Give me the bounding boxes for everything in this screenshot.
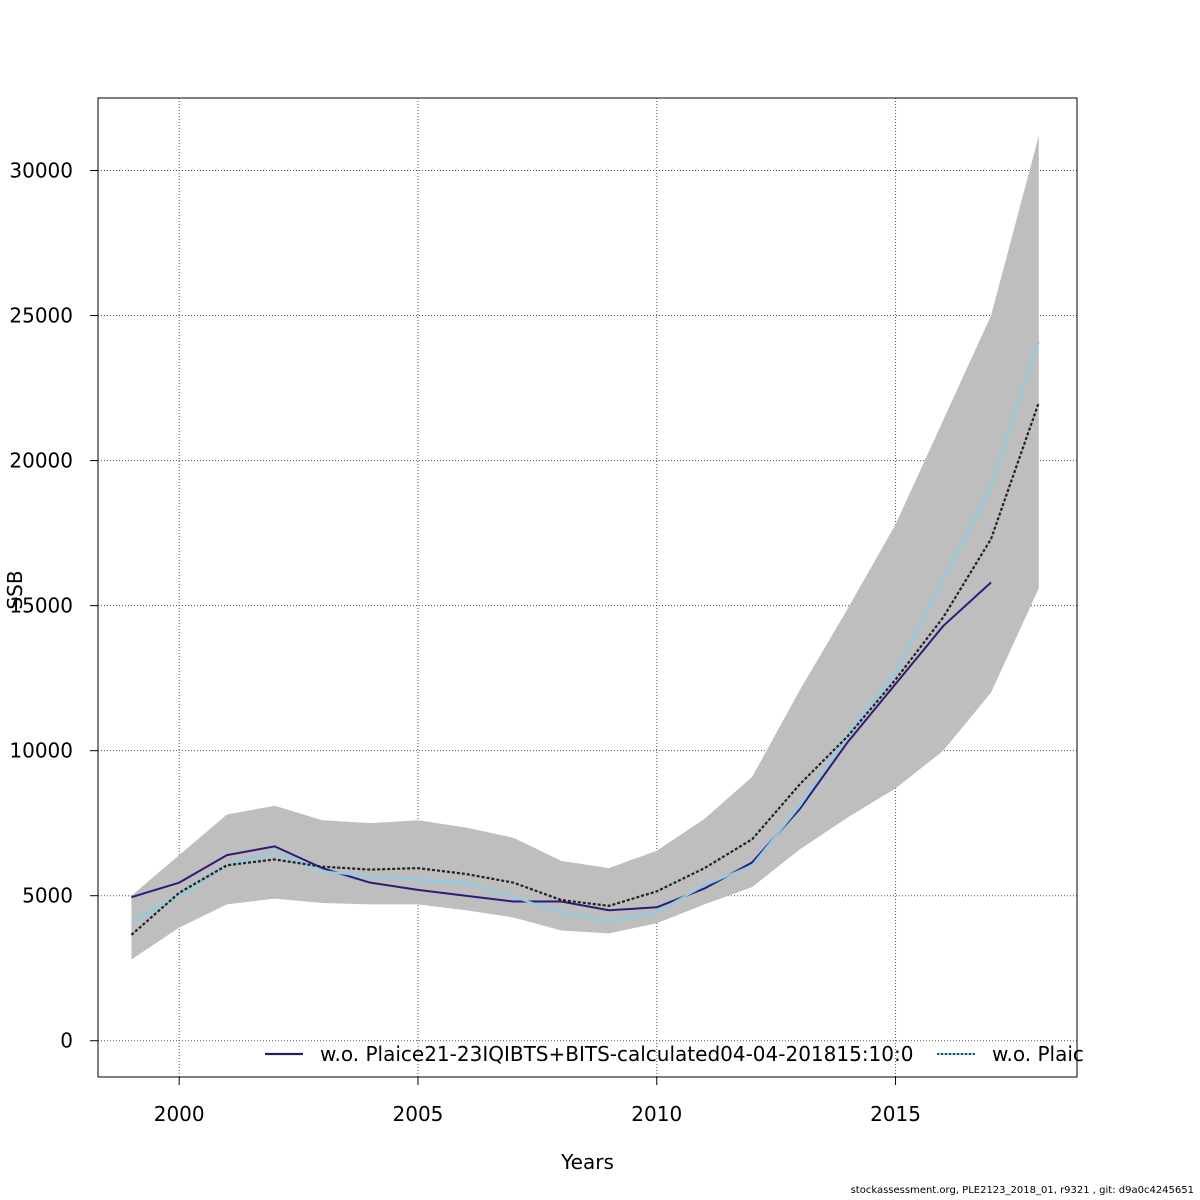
series-line-3 <box>130 402 1040 936</box>
series-lines <box>130 341 1040 936</box>
series-line-1 <box>131 581 992 912</box>
legend-item: w.o. Plaic <box>937 1042 1084 1066</box>
x-tick-label: 2000 <box>154 1102 205 1126</box>
y-tick-label: 10000 <box>9 739 73 763</box>
y-tick-label: 0 <box>60 1029 73 1053</box>
y-tick-label: 30000 <box>9 159 73 183</box>
legend-items: w.o. Plaice21-23IQIBTS+BITS-calculated04… <box>265 1042 1084 1066</box>
plot-frame <box>97 97 1078 1078</box>
y-tick-label: 20000 <box>9 449 73 473</box>
y-axis-ticks: 0 5000 10000 15000 20000 25000 30000 <box>9 159 98 1053</box>
x-tick-label: 2015 <box>870 1102 921 1126</box>
legend-item: w.o. Plaice21-23IQIBTS+BITS-calculated04… <box>265 1042 913 1066</box>
y-tick-label: 5000 <box>22 884 73 908</box>
y-tick-label: 15000 <box>9 594 73 618</box>
footer-credit: stockassessment.org, PLE2123_2018_01, r9… <box>850 1185 1194 1196</box>
legend: w.o. Plaice21-23IQIBTS+BITS-calculated04… <box>265 1042 1084 1066</box>
y-axis-title: SSB <box>3 570 27 609</box>
y-tick-label: 25000 <box>9 304 73 328</box>
x-axis-title: Years <box>560 1150 614 1174</box>
x-axis-ticks: 2000 2005 2010 2015 <box>154 1077 921 1126</box>
x-tick-label: 2010 <box>631 1102 682 1126</box>
x-tick-label: 2005 <box>393 1102 444 1126</box>
confidence-band <box>131 135 1039 960</box>
legend-label: w.o. Plaic <box>992 1042 1084 1066</box>
legend-label: w.o. Plaice21-23IQIBTS+BITS-calculated04… <box>320 1042 913 1066</box>
series-line-2 <box>130 341 1040 923</box>
confidence-band-area <box>131 135 1039 960</box>
